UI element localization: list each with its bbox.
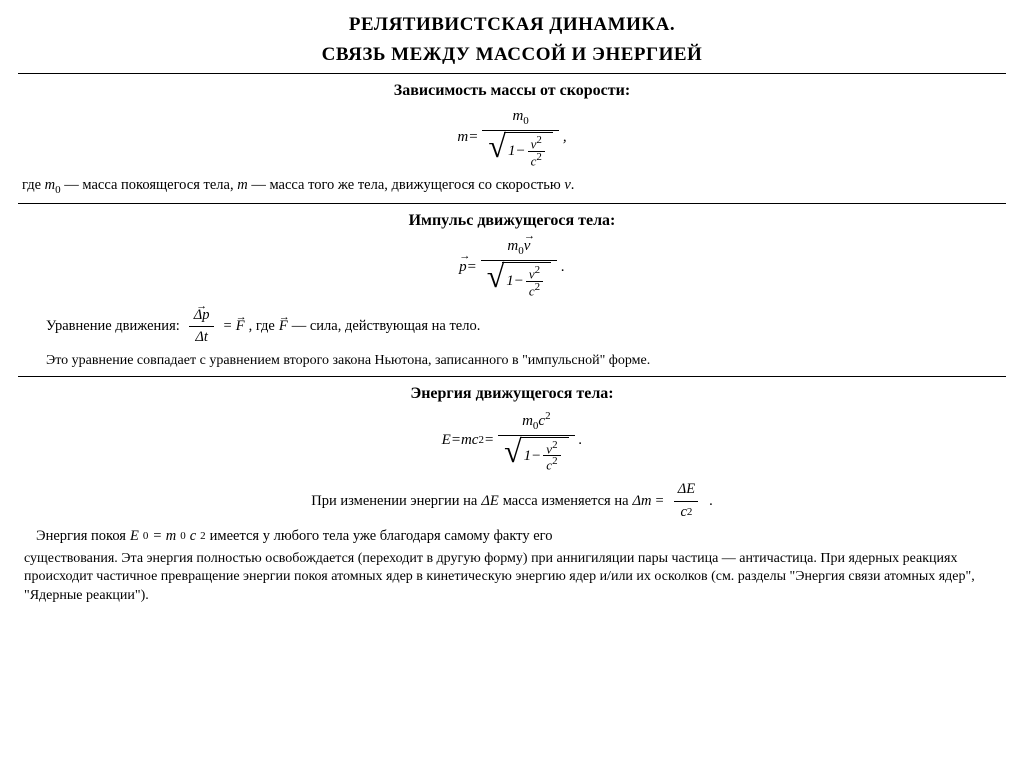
formula-energy: E = mc2 = m0c2 √ 1 − v2 c2 . [18, 409, 1006, 473]
var-mc: mc [461, 430, 479, 450]
var-m0: m [522, 413, 533, 429]
divider [18, 203, 1006, 204]
num-one: 1 [524, 446, 532, 466]
equals: = [451, 430, 461, 450]
minus: − [514, 271, 524, 291]
num-one: 1 [506, 271, 514, 291]
var-m0: m [512, 108, 523, 124]
var-p: p [459, 257, 467, 277]
var-dt: Δt [195, 328, 208, 348]
equals: = [484, 430, 494, 450]
period: . [579, 430, 583, 450]
sup-2: 2 [545, 410, 551, 422]
period: . [561, 257, 565, 277]
formula-momentum: p = m0v √ 1 − v2 c2 . [18, 236, 1006, 298]
var-F: F [236, 317, 245, 337]
sup-2: 2 [687, 505, 693, 520]
sup-2: 2 [552, 439, 558, 451]
section1-heading: Зависимость массы от скорости: [18, 80, 1006, 102]
divider [18, 376, 1006, 377]
page-title-line2: СВЯЗЬ МЕЖДУ МАССОЙ И ЭНЕРГИЕЙ [18, 42, 1006, 68]
sup-2: 2 [535, 264, 541, 276]
section1-explain: где m0 — масса покоящегося тела, m — мас… [18, 176, 1006, 198]
sup-2: 2 [536, 151, 542, 163]
comma: , [563, 127, 567, 147]
var-m0: m [507, 238, 518, 254]
sub-zero: 0 [523, 115, 529, 127]
sup-2: 2 [535, 281, 541, 293]
var-dE: ΔE [678, 481, 695, 497]
num-one: 1 [508, 141, 516, 161]
var-dp: Δp [194, 306, 210, 326]
var-F: F [279, 317, 288, 337]
rest-energy-line: Энергия покоя E0 = m0c2 имеется у любого… [18, 527, 1006, 547]
sup-2: 2 [536, 134, 542, 146]
section2-heading: Импульс движущегося тела: [18, 210, 1006, 232]
var-m: m [457, 127, 468, 147]
minus: − [515, 141, 525, 161]
page-title-line1: РЕЛЯТИВИСТСКАЯ ДИНАМИКА. [18, 12, 1006, 38]
section3-heading: Энергия движущегося тела: [18, 383, 1006, 405]
minus: − [531, 446, 541, 466]
equation-of-motion: Уравнение движения: Δp Δt = F , где F — … [18, 306, 1006, 348]
delta-mass-line: При изменении энергии на ΔE масса изменя… [18, 480, 1006, 522]
section2-note: Это уравнение совпадает с уравнением вто… [18, 352, 1006, 370]
formula-mass: m = m0 √ 1 − v2 c2 , [18, 106, 1006, 168]
var-v-vec: v [524, 236, 531, 256]
var-E: E [442, 430, 451, 450]
section3-paragraph: существования. Эта энергия полностью осв… [18, 550, 1006, 605]
divider [18, 73, 1006, 74]
equals: = [468, 127, 478, 147]
sup-2: 2 [552, 455, 558, 467]
